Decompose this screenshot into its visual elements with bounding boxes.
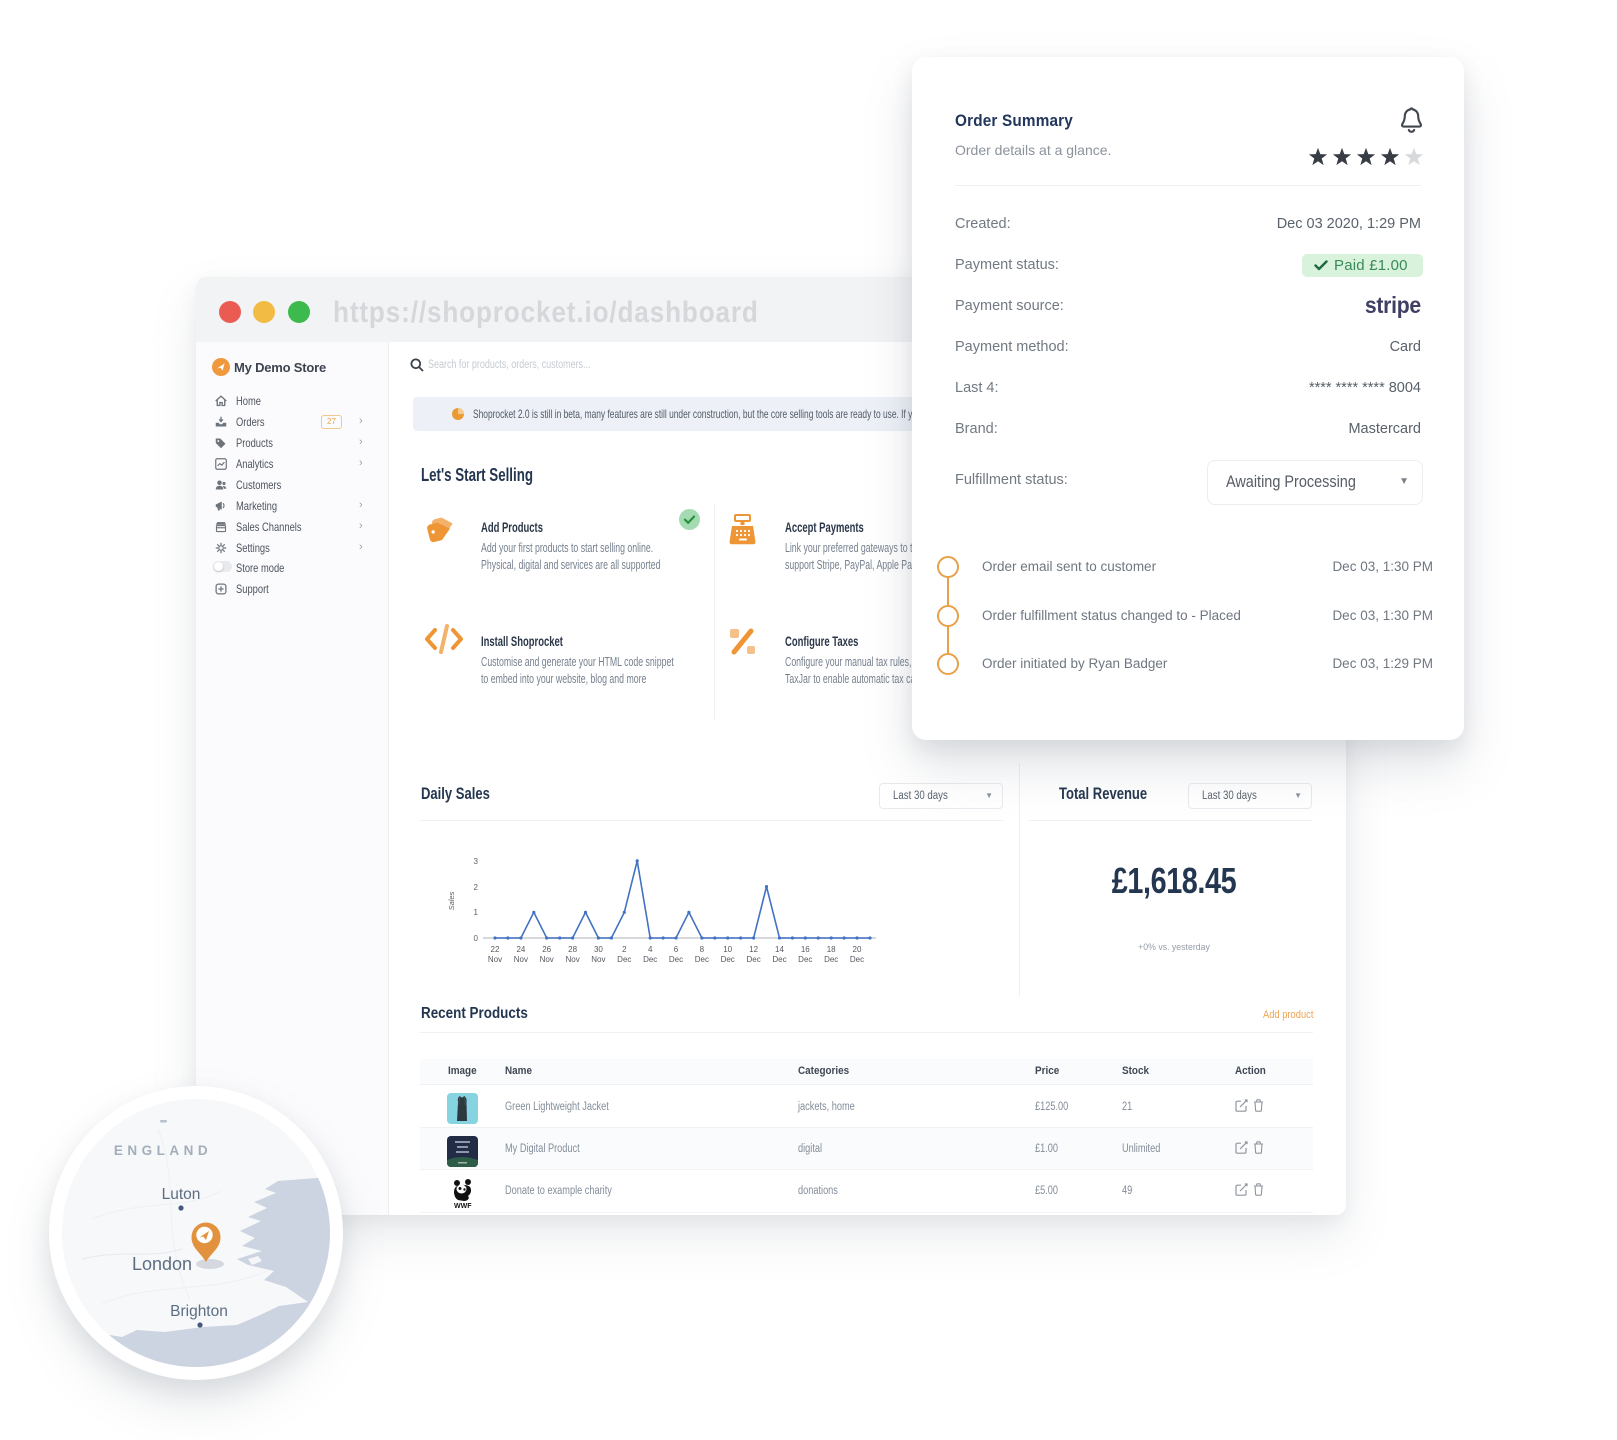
- svg-text:Nov: Nov: [488, 955, 502, 964]
- svg-text:10: 10: [723, 945, 732, 954]
- svg-text:Dec: Dec: [669, 955, 683, 964]
- svg-text:22: 22: [491, 945, 500, 954]
- svg-text:Luton: Luton: [162, 1186, 201, 1203]
- svg-text:Nov: Nov: [565, 955, 579, 964]
- svg-text:Dec: Dec: [824, 955, 838, 964]
- svg-text:8: 8: [700, 945, 705, 954]
- svg-text:28: 28: [568, 945, 577, 954]
- svg-text:6: 6: [674, 945, 679, 954]
- svg-text:ENGLAND: ENGLAND: [114, 1143, 212, 1158]
- svg-text:Dec: Dec: [798, 955, 812, 964]
- svg-text:Dec: Dec: [617, 955, 631, 964]
- svg-text:14: 14: [775, 945, 784, 954]
- svg-text:Sales: Sales: [447, 891, 456, 910]
- svg-text:Nov: Nov: [514, 955, 528, 964]
- svg-text:2: 2: [474, 883, 479, 892]
- svg-text:1: 1: [474, 908, 479, 917]
- svg-text:0: 0: [474, 934, 479, 943]
- svg-text:Brighton: Brighton: [170, 1303, 228, 1320]
- svg-text:Dec: Dec: [746, 955, 760, 964]
- svg-text:Dec: Dec: [695, 955, 709, 964]
- svg-text:18: 18: [827, 945, 836, 954]
- svg-text:30: 30: [594, 945, 603, 954]
- svg-text:Dec: Dec: [772, 955, 786, 964]
- svg-text:20: 20: [853, 945, 862, 954]
- svg-text:16: 16: [801, 945, 810, 954]
- svg-text:24: 24: [516, 945, 525, 954]
- svg-text:London: London: [132, 1254, 192, 1274]
- svg-text:Dec: Dec: [850, 955, 864, 964]
- svg-text:26: 26: [542, 945, 551, 954]
- svg-text:Nov: Nov: [540, 955, 554, 964]
- svg-text:12: 12: [749, 945, 758, 954]
- svg-text:4: 4: [648, 945, 653, 954]
- svg-text:2: 2: [622, 945, 627, 954]
- svg-text:WWF: WWF: [454, 1203, 472, 1209]
- svg-text:Dec: Dec: [721, 955, 735, 964]
- svg-text:3: 3: [474, 857, 479, 866]
- svg-text:Nov: Nov: [591, 955, 605, 964]
- svg-text:Dec: Dec: [643, 955, 657, 964]
